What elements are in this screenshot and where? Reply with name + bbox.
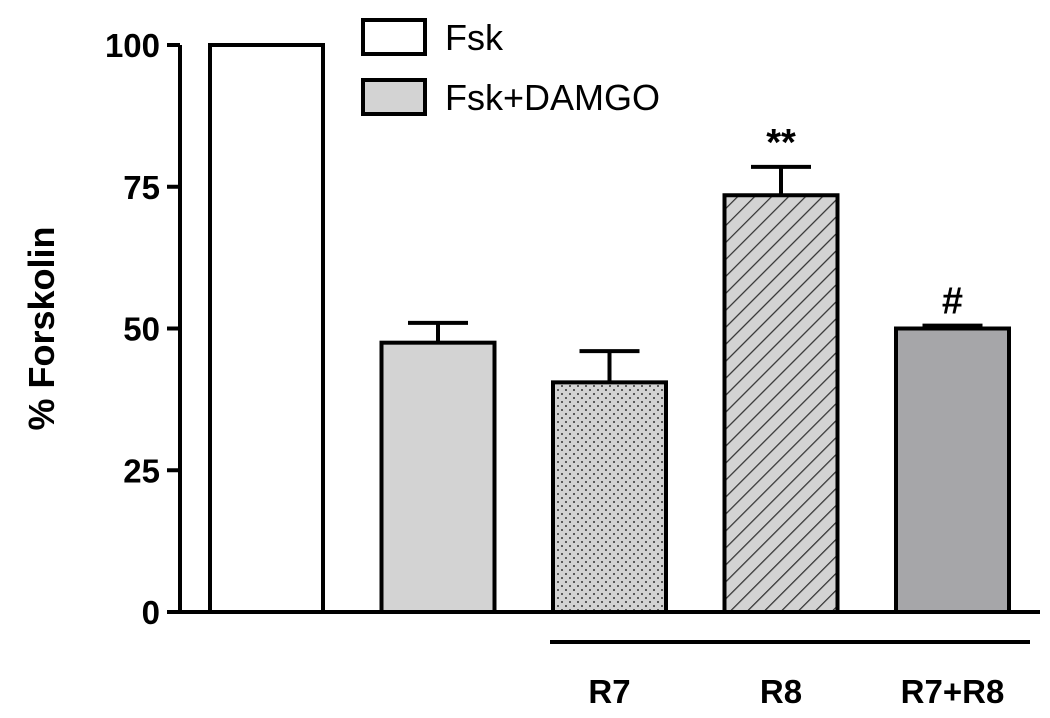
significance-marker: **: [766, 122, 796, 164]
group-label: R7: [588, 673, 630, 710]
bar: [894, 326, 1011, 614]
legend-swatch: [361, 18, 427, 56]
y-tick-label: 75: [123, 169, 160, 206]
y-tick-label: 0: [142, 594, 160, 631]
bar: [208, 43, 325, 614]
significance-marker: #: [942, 281, 963, 323]
y-tick-label: 100: [105, 27, 160, 64]
y-tick-label: 25: [123, 452, 160, 489]
legend-label: Fsk+DAMGO: [445, 77, 660, 118]
group-labels: R7 R8 R7+R8: [550, 640, 1030, 710]
y-axis-label: % Forskolin: [21, 226, 62, 430]
bars: ** #: [208, 43, 1011, 614]
legend-swatch: [361, 78, 427, 116]
legend: Fsk Fsk+DAMGO: [361, 17, 660, 118]
bar: [379, 340, 497, 614]
y-tick-label: 50: [123, 311, 160, 348]
bar: [722, 193, 840, 614]
group-label: R8: [760, 673, 802, 710]
bar: [551, 380, 668, 614]
group-label: R7+R8: [901, 673, 1005, 710]
legend-label: Fsk: [445, 17, 504, 58]
